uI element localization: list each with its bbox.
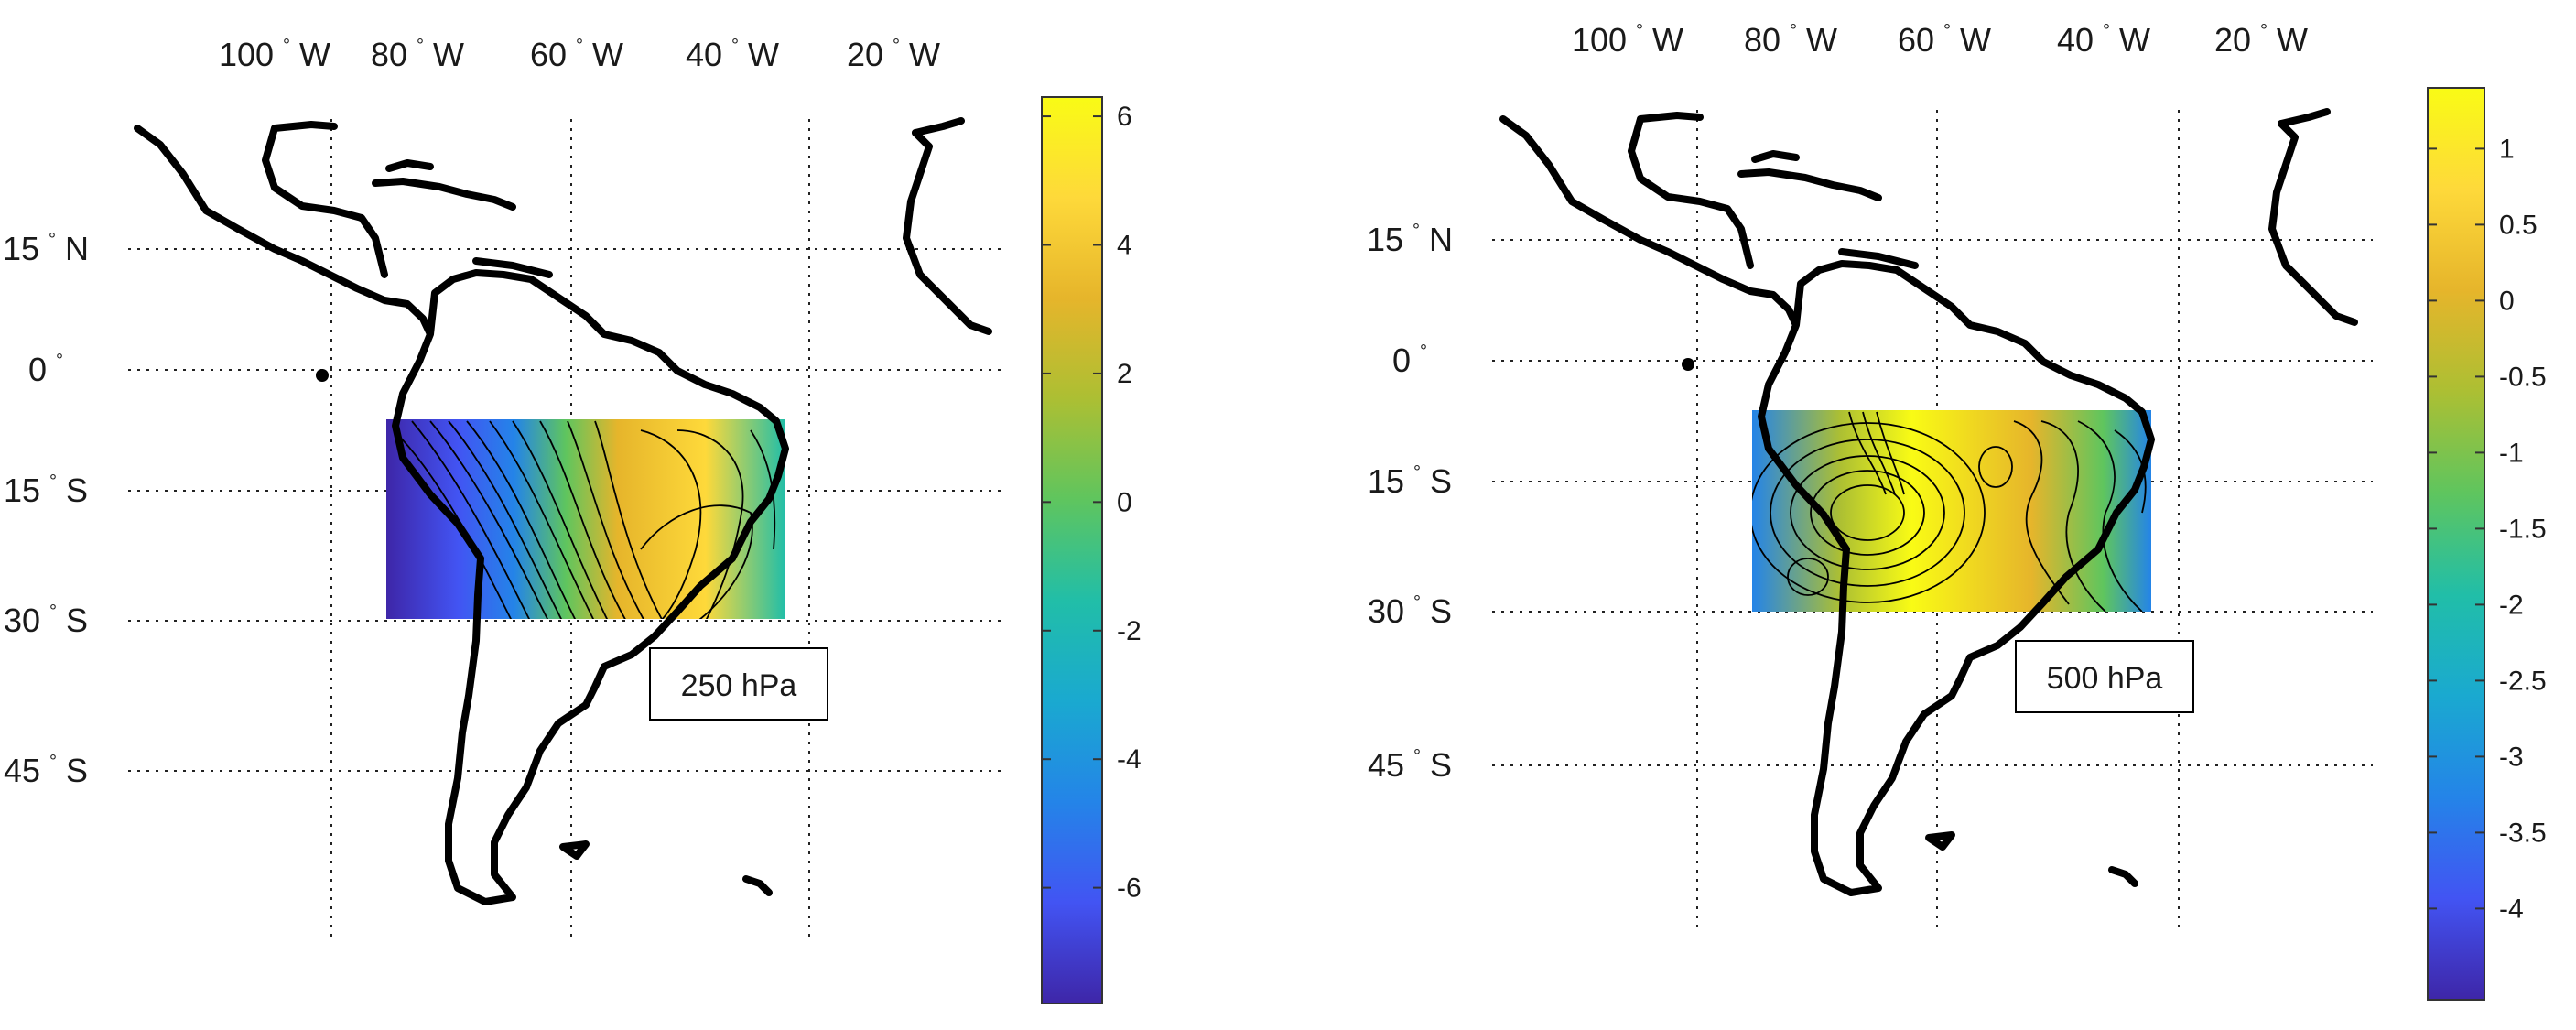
lat-tick-label: 45 ° S bbox=[1368, 746, 1452, 784]
lon-tick-label: 40 ° W bbox=[2057, 21, 2150, 59]
galapagos-marker bbox=[316, 369, 329, 382]
colorbar-tick-label: 2 bbox=[1117, 359, 1132, 389]
lat-tick-label: 0 ° bbox=[28, 351, 63, 388]
colorbar-tick-label: 6 bbox=[1117, 102, 1132, 132]
lat-tick-label: 15 ° S bbox=[4, 472, 88, 509]
lat-tick-label: 15 ° S bbox=[1368, 462, 1452, 500]
colorbar: 6 4 2 0 -2 -4 -6 bbox=[1041, 96, 1142, 1004]
colorbar-tick-label: 1 bbox=[2499, 134, 2515, 164]
colorbar-tick-label: 0 bbox=[1117, 487, 1132, 517]
lat-tick-label: 45 ° S bbox=[4, 752, 88, 789]
colorbar-tick-label: -3.5 bbox=[2499, 818, 2547, 848]
panel-label: 500 hPa bbox=[2047, 661, 2163, 696]
colorbar-tick-label: -2.5 bbox=[2499, 666, 2547, 696]
colorbar-tick-label: -4 bbox=[2499, 894, 2524, 924]
lon-tick-label: 80 ° W bbox=[1744, 21, 1837, 59]
lon-tick-label: 100 ° W bbox=[219, 36, 330, 73]
panel-label: 250 hPa bbox=[681, 668, 797, 703]
panel-label-box: 500 hPa bbox=[2015, 640, 2194, 713]
lon-tick-label: 60 ° W bbox=[1898, 21, 1991, 59]
colorbar-tick-label: 4 bbox=[1117, 230, 1132, 260]
latitude-labels: 15 ° N 0 ° 15 ° S 30 ° S 45 ° S bbox=[3, 230, 89, 789]
coastline bbox=[134, 117, 992, 905]
colorbar-tick-label: -2 bbox=[2499, 590, 2524, 620]
latitude-labels: 15 ° N 0 ° 15 ° S 30 ° S 45 ° S bbox=[1367, 221, 1453, 784]
colorbar-tick-label: -3 bbox=[2499, 742, 2524, 772]
anomaly-field-500 bbox=[1752, 410, 2151, 612]
colorbar-tick-label: -4 bbox=[1117, 744, 1142, 775]
lon-tick-label: 20 ° W bbox=[847, 36, 940, 73]
coastline bbox=[1499, 108, 2358, 896]
longitude-labels: 100 ° W 80 ° W 60 ° W 40 ° W 20 ° W bbox=[219, 36, 940, 73]
anomaly-field-250 bbox=[386, 419, 785, 619]
colorbar-tick-label: -1.5 bbox=[2499, 514, 2547, 544]
lat-tick-label: 15 ° N bbox=[3, 230, 89, 267]
lat-tick-label: 15 ° N bbox=[1367, 221, 1453, 258]
lon-tick-label: 80 ° W bbox=[371, 36, 464, 73]
colorbar: 1 0.5 0 -0.5 -1 -1.5 -2 -2.5 -3 -3.5 -4 bbox=[2427, 87, 2547, 1001]
map-panel-500: 100 ° W 80 ° W 60 ° W 40 ° W 20 ° W 15 ° N 0 … bbox=[1367, 21, 2547, 1001]
longitude-labels: 100 ° W 80 ° W 60 ° W 40 ° W 20 ° W bbox=[1572, 21, 2308, 59]
lat-tick-label: 30 ° S bbox=[1368, 592, 1452, 630]
colorbar-tick-label: -0.5 bbox=[2499, 362, 2547, 392]
colorbar-tick-label: 0 bbox=[2499, 286, 2515, 316]
panel-label-box: 250 hPa bbox=[649, 647, 828, 721]
colorbar-tick-label: 0.5 bbox=[2499, 210, 2538, 240]
galapagos-marker bbox=[1682, 358, 1694, 371]
lon-tick-label: 20 ° W bbox=[2214, 21, 2308, 59]
colorbar-tick-label: -1 bbox=[2499, 438, 2524, 468]
lon-tick-label: 40 ° W bbox=[686, 36, 779, 73]
colorbar-tick-label: -2 bbox=[1117, 616, 1142, 646]
lon-tick-label: 100 ° W bbox=[1572, 21, 1683, 59]
colorbar-tick-label: -6 bbox=[1117, 873, 1142, 904]
lat-tick-label: 0 ° bbox=[1392, 342, 1427, 379]
lon-tick-label: 60 ° W bbox=[530, 36, 623, 73]
map-panel-250: 100 ° W 80 ° W 60 ° W 40 ° W 20 ° W 15 ° N 0 … bbox=[3, 36, 1142, 1004]
lat-tick-label: 30 ° S bbox=[4, 602, 88, 639]
